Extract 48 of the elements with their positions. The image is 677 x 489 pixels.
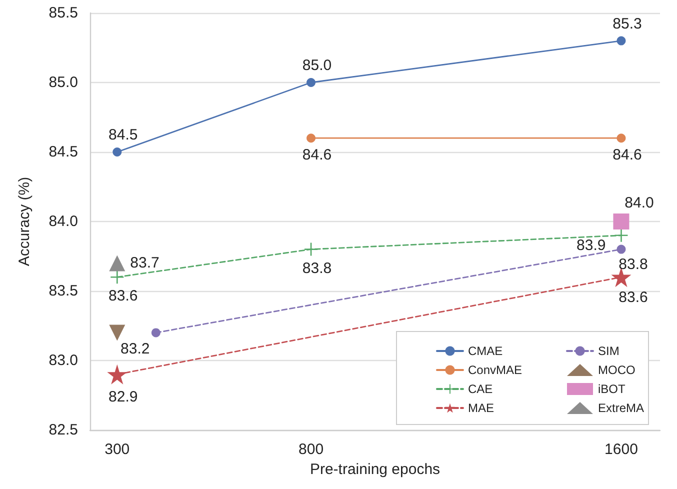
point [306, 134, 316, 143]
point [616, 36, 626, 46]
data-label: 85.0 [302, 57, 332, 74]
point [110, 270, 124, 284]
data-label: 84.6 [612, 146, 642, 164]
x-tick-label: 300 [104, 441, 130, 458]
data-label: 83.8 [618, 256, 648, 273]
data-label: 83.2 [120, 340, 150, 358]
x-tick-label: 1600 [604, 441, 638, 458]
data-label: 83.7 [130, 254, 160, 272]
point [306, 78, 316, 87]
y-tick-label: 84.0 [48, 213, 78, 230]
point [304, 242, 318, 256]
data-label: 84.0 [624, 194, 654, 212]
point [109, 324, 126, 341]
x-tick-label: 800 [298, 441, 324, 458]
y-tick-label: 85.5 [48, 4, 78, 22]
legend-label: CMAE [468, 344, 503, 358]
point [151, 328, 160, 338]
y-tick-label: 84.5 [48, 144, 78, 160]
data-label: 83.6 [618, 289, 648, 306]
legend-label: iBOT [598, 382, 626, 396]
legend-label: ConvMAE [468, 363, 522, 377]
y-axis-title: Accuracy (%) [16, 176, 33, 266]
point [616, 244, 626, 254]
legend-label: CAE [468, 382, 493, 396]
data-label: 82.9 [108, 388, 138, 406]
y-tick-label: 85.0 [48, 74, 78, 91]
data-label: 83.6 [108, 288, 138, 305]
legend-label: MAE [468, 401, 494, 415]
data-label: 85.3 [612, 15, 642, 32]
legend-label: MOCO [598, 363, 636, 377]
point [112, 148, 122, 156]
y-tick-label: 83.0 [48, 352, 78, 369]
y-tick-label: 83.5 [48, 282, 78, 300]
data-label: 83.8 [302, 260, 332, 277]
point [614, 228, 628, 242]
legend-label: ExtreMA [598, 401, 644, 415]
point [613, 214, 630, 230]
x-axis-title: Pre-training epochs [310, 460, 440, 478]
data-label: 84.5 [108, 126, 138, 144]
legend-label: SIM [598, 344, 620, 358]
point [616, 134, 626, 143]
point [107, 364, 128, 384]
point [109, 255, 126, 272]
data-label: 83.9 [576, 236, 606, 254]
data-label: 84.6 [302, 146, 332, 164]
y-tick-label: 82.5 [48, 422, 78, 438]
